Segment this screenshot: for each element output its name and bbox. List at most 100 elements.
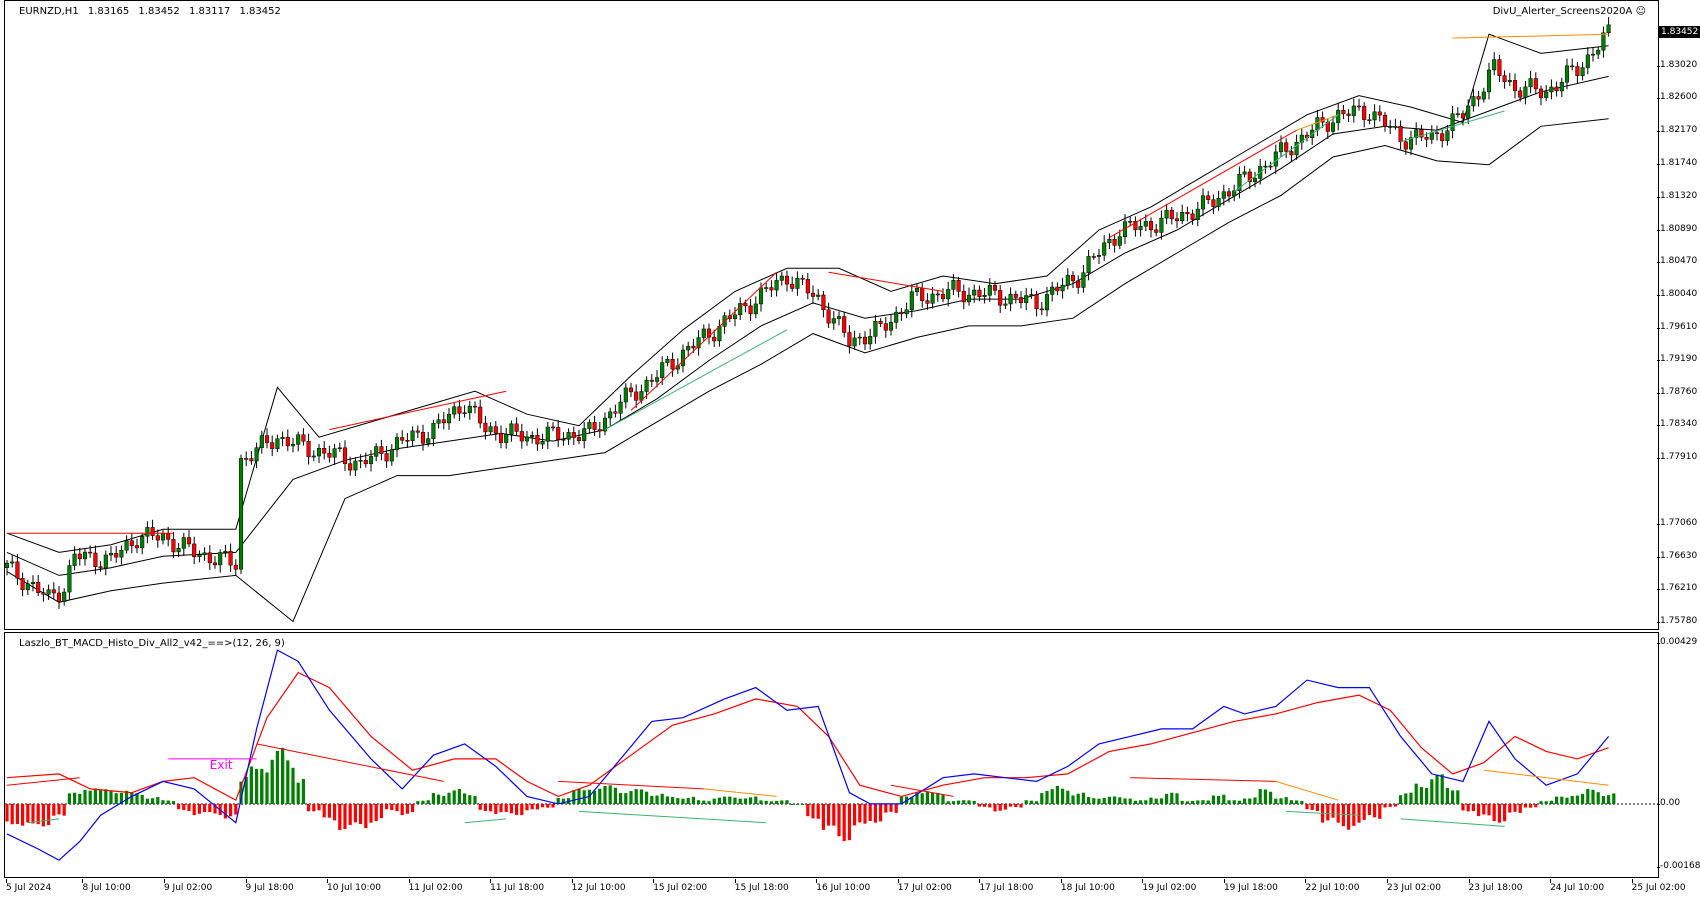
candle-body (192, 543, 197, 557)
candle-body (478, 406, 483, 424)
macd-indicator-panel[interactable]: Laszlo_BT_MACD_Histo_Div_All2_v42_==>(12… (4, 632, 1659, 878)
histogram-bar (936, 792, 940, 804)
time-axis[interactable]: 5 Jul 2024 8 Jul 10:00 9 Jul 02:00 9 Jul 18… (0, 879, 1686, 900)
candle-body (1429, 132, 1434, 140)
candle-body (259, 435, 264, 448)
histogram-bar (1388, 803, 1392, 807)
histogram-bar (431, 793, 435, 804)
histogram-bar (769, 801, 773, 804)
price-chart-panel[interactable]: EURNZD,H1 1.83165 1.83452 1.83117 1.8345… (4, 0, 1659, 630)
candle-body (1341, 109, 1346, 115)
histogram-bar (1419, 787, 1423, 804)
price-axis-label: 1.77060 (1656, 517, 1698, 528)
candle-body (348, 463, 353, 471)
histogram-bar (374, 803, 378, 822)
histogram-bar (473, 796, 477, 804)
histogram-bar (171, 801, 175, 804)
candle-body (1237, 173, 1242, 191)
histogram-bar (197, 803, 201, 814)
histogram-bar (1279, 798, 1283, 804)
histogram-bar (426, 800, 430, 804)
candle-body (748, 305, 753, 315)
histogram-bar (1289, 800, 1293, 804)
smiley-icon: ☺ (1635, 6, 1646, 17)
price-axis-label: 1.80470 (1656, 255, 1698, 266)
candle-body (1247, 171, 1252, 182)
histogram-bar (291, 781, 295, 804)
histogram-bar (1425, 788, 1429, 804)
candle-body (353, 460, 358, 471)
candle-body (1044, 294, 1050, 311)
candle-body (1086, 256, 1091, 273)
histogram-bar (1071, 795, 1075, 804)
histogram-bar (1539, 801, 1543, 804)
candle-body (779, 275, 784, 281)
histogram-bar (1087, 796, 1091, 804)
candle-body (561, 438, 566, 441)
histogram-bar (1024, 800, 1028, 804)
candle-body (1502, 75, 1507, 82)
candle-body (1263, 165, 1268, 168)
histogram-bar (1534, 803, 1538, 808)
candle-body (1050, 286, 1055, 295)
macd-chart-svg: Exit (5, 649, 1658, 861)
candle-body (1195, 208, 1200, 220)
candle-body (1003, 303, 1008, 306)
candle-body (5, 562, 10, 568)
candle-body (1206, 195, 1211, 200)
ohlc-high: 1.83452 (138, 6, 180, 17)
candle-body (1117, 236, 1122, 246)
candle-body (556, 427, 561, 440)
histogram-bar (717, 797, 721, 804)
histogram-bar (203, 803, 207, 813)
expert-advisor-label[interactable]: DivU_Alerter_Screens2020A ☺ (1493, 6, 1646, 17)
candle-body (1424, 136, 1429, 140)
price-divergence-line (1233, 114, 1339, 193)
candle-body (873, 321, 878, 337)
histogram-bar (686, 798, 690, 804)
candle-body (145, 527, 150, 537)
current-price-label: 1.83452 (1659, 26, 1700, 39)
candle-body (1143, 221, 1148, 227)
histogram-bar (795, 803, 799, 805)
candle-body (1076, 280, 1081, 288)
candle-body (1388, 126, 1393, 128)
histogram-bar (863, 803, 867, 824)
histogram-bar (811, 803, 815, 819)
histogram-bar (842, 803, 846, 842)
histogram-bar (847, 803, 851, 841)
time-axis-label: 17 Jul 18:00 (979, 879, 1034, 893)
histogram-bar (369, 803, 373, 823)
candle-body (1330, 122, 1336, 132)
price-axis-label: 1.82600 (1656, 92, 1698, 103)
histogram-bar (988, 803, 992, 808)
histogram-bar (957, 800, 961, 804)
histogram-bar (1471, 803, 1475, 812)
histogram-bar (405, 803, 409, 814)
histogram-bar (281, 755, 285, 804)
histogram-bar (1217, 796, 1221, 804)
candle-body (1377, 111, 1382, 116)
histogram-bar (593, 790, 597, 804)
price-axis[interactable]: 1.83452 1.83020 1.82600 1.82170 1.81740 1.81… (1656, 0, 1700, 632)
histogram-bar (1549, 800, 1553, 804)
candle-body (608, 411, 613, 419)
candle-body (1382, 114, 1388, 127)
histogram-bar (301, 779, 305, 804)
candle-body (420, 432, 426, 444)
candle-body (56, 592, 62, 602)
histogram-bar (21, 803, 25, 826)
candle-body (311, 455, 316, 458)
candle-body (1414, 129, 1419, 138)
candle-body (592, 422, 597, 430)
histogram-bar (858, 803, 862, 823)
candle-body (103, 554, 108, 569)
histogram-bar (1430, 779, 1434, 804)
candle-body (15, 561, 20, 579)
candle-body (1367, 119, 1372, 121)
candle-body (140, 536, 145, 549)
indicator-axis[interactable]: 0.00429 0.00 -0.001681 (1656, 632, 1700, 880)
candle-body (134, 545, 140, 549)
price-divergence-line (1109, 129, 1297, 239)
macd-divergence-line (1275, 780, 1339, 801)
